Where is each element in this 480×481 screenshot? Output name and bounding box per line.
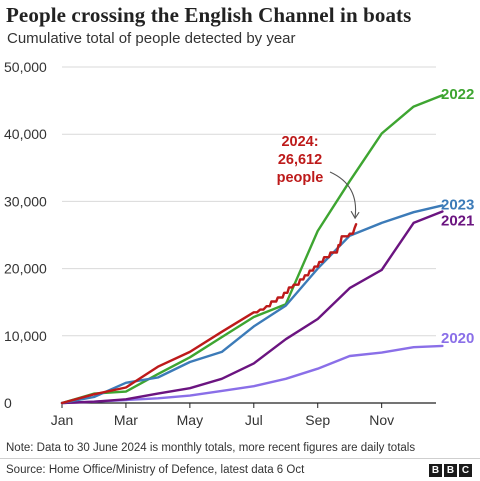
x-tick-label: Jul bbox=[245, 412, 263, 428]
series-line-2022 bbox=[60, 94, 444, 405]
x-tick-label: Nov bbox=[369, 412, 394, 428]
y-tick-label: 0 bbox=[4, 395, 12, 411]
y-tick-label: 50,000 bbox=[4, 59, 47, 75]
annotation-arrow bbox=[329, 171, 357, 218]
bbc-logo-letter: C bbox=[459, 464, 472, 477]
series-line-2024 bbox=[60, 223, 358, 405]
bbc-logo: B B C bbox=[429, 464, 472, 477]
series-label-2020: 2020 bbox=[441, 330, 474, 347]
annotation-text: people bbox=[277, 170, 324, 186]
source-text: Source: Home Office/Ministry of Defence,… bbox=[6, 464, 305, 476]
series-line-2020 bbox=[60, 344, 444, 405]
annotation-text: 2024: bbox=[281, 134, 318, 150]
y-tick-label: 40,000 bbox=[4, 126, 47, 142]
annotation-arrowhead bbox=[350, 210, 360, 220]
series-label-2022: 2022 bbox=[441, 86, 474, 103]
x-tick-label: May bbox=[177, 412, 203, 428]
series-label-2023: 2023 bbox=[441, 196, 474, 213]
series-line-2023 bbox=[60, 204, 444, 405]
series-line-2021 bbox=[60, 210, 444, 405]
chart-title: People crossing the English Channel in b… bbox=[6, 3, 412, 27]
footnote: Note: Data to 30 June 2024 is monthly to… bbox=[6, 442, 416, 454]
annotation-text: 26,612 bbox=[278, 152, 322, 168]
bbc-logo-letter: B bbox=[429, 464, 442, 477]
series-label-2021: 2021 bbox=[441, 213, 474, 230]
source-bar: Source: Home Office/Ministry of Defence,… bbox=[0, 458, 480, 481]
x-tick-label: Mar bbox=[114, 412, 138, 428]
line-chart: 0 10,000 20,000 30,000 40,000 50,000 Jan Mar May… bbox=[4, 59, 474, 428]
y-tick-label: 20,000 bbox=[4, 261, 47, 277]
x-tick-label: Sep bbox=[305, 412, 330, 428]
x-tick-label: Jan bbox=[51, 412, 74, 428]
y-tick-label: 30,000 bbox=[4, 193, 47, 209]
chart-subtitle: Cumulative total of people detected by y… bbox=[7, 30, 296, 47]
bbc-logo-letter: B bbox=[444, 464, 457, 477]
y-tick-label: 10,000 bbox=[4, 328, 47, 344]
